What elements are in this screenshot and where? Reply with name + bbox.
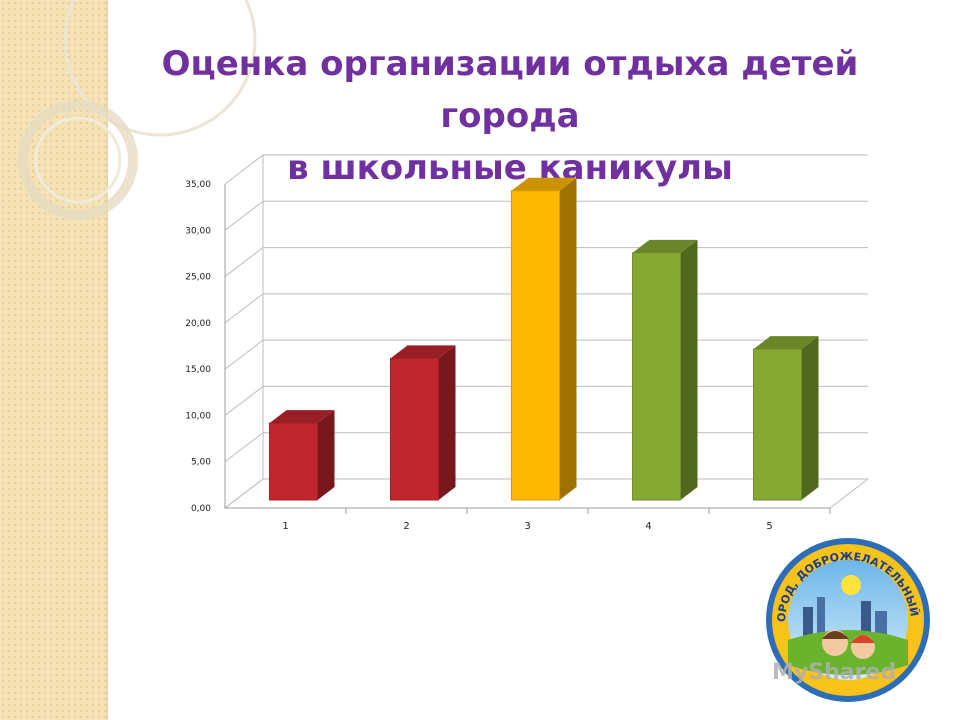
y-tick-label: 30,00 <box>185 226 211 236</box>
bar-top <box>390 345 456 359</box>
x-tick-label: 3 <box>524 521 530 532</box>
y-tick-label: 35,00 <box>185 180 211 190</box>
gridline-depth <box>224 200 264 231</box>
gridline-depth <box>224 432 264 463</box>
x-tick-label: 4 <box>645 521 651 532</box>
y-tick-label: 25,00 <box>185 273 211 283</box>
title-line-1: Оценка организации отдыха детей города <box>161 44 859 136</box>
city-emblem-logo: ПЕРМЬ-ГОРОД, ДОБРОЖЕЛАТЕЛЬНЫЙ К ДЕТЯМ <box>763 535 930 702</box>
bar-side <box>559 177 577 500</box>
bar-side <box>317 410 335 500</box>
bar <box>269 422 318 501</box>
bar-side <box>438 345 456 500</box>
bar-top <box>632 239 698 253</box>
gridline-depth <box>224 154 264 185</box>
gridline-depth <box>224 247 264 277</box>
x-tick-label: 2 <box>403 521 409 532</box>
bar <box>753 348 802 501</box>
x-tick-label: 5 <box>766 521 772 532</box>
x-tick-label: 1 <box>282 521 288 532</box>
bar-top <box>511 177 577 191</box>
bar-side <box>801 336 819 500</box>
gridline-depth <box>224 293 264 324</box>
bar <box>390 357 439 501</box>
bar <box>511 190 560 501</box>
watermark-text: MyShared <box>772 660 897 685</box>
gridline-depth <box>224 386 264 416</box>
bar-side <box>680 239 698 500</box>
y-tick-label: 10,00 <box>185 411 211 421</box>
y-tick-label: 5,00 <box>191 458 211 468</box>
bar-top <box>269 410 335 424</box>
bar <box>632 252 681 501</box>
gridline-depth <box>224 339 264 370</box>
y-tick-label: 0,00 <box>191 504 211 514</box>
y-tick-label: 20,00 <box>185 319 211 329</box>
y-tick-label: 15,00 <box>185 365 211 375</box>
bar-top <box>753 336 819 350</box>
